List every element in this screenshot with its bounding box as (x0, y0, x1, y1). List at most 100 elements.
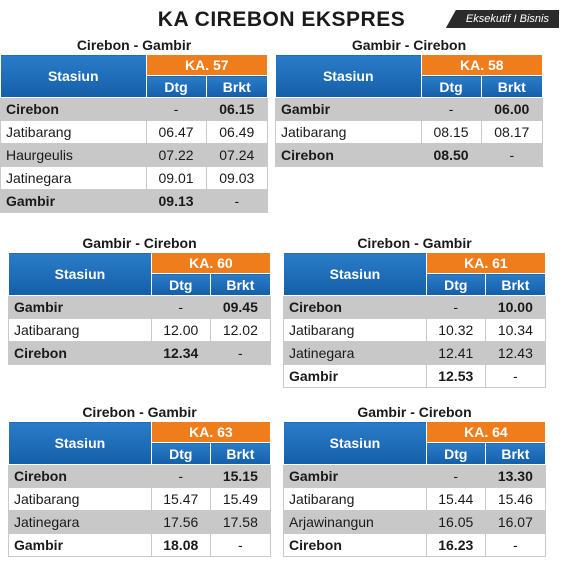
arrive-header: Dtg (420, 75, 482, 98)
schedule-table-5: Cirebon - Gambir Stasiun KA. 63 Dtg Brkt Cire… (8, 403, 272, 557)
depart-time: 15.15 (209, 464, 272, 488)
station-header: Stasiun (283, 421, 427, 465)
table-row: Jatibarang 15.44 15.46 (283, 487, 547, 511)
table-row: Gambir 18.08- (8, 533, 272, 557)
route-title: Gambir - Cirebon (82, 235, 197, 251)
depart-time: - (480, 143, 544, 167)
depart-time: 09.03 (205, 166, 269, 190)
train-number: KA. 58 (420, 54, 544, 76)
station-name: Cirebon (0, 97, 147, 121)
page-title: KA CIREBON EKSPRES (157, 8, 406, 31)
depart-time: - (209, 341, 272, 365)
arrive-time: 10.32 (425, 318, 486, 342)
arrive-time: 12.41 (425, 341, 486, 365)
route-title: Gambir - Cirebon (351, 37, 467, 53)
depart-header: Brkt (209, 442, 272, 465)
arrive-time: 09.01 (145, 166, 207, 190)
timetable: Stasiun KA. 63 Dtg Brkt Cirebon -15.15 Jatibar… (8, 421, 272, 557)
arrive-time: - (425, 464, 486, 488)
arrive-time: 08.50 (420, 143, 482, 167)
arrive-time: 16.05 (425, 510, 486, 534)
depart-time: 13.30 (484, 464, 547, 488)
depart-time: 07.24 (205, 143, 269, 167)
depart-header: Brkt (484, 442, 547, 465)
depart-time: 12.43 (484, 341, 547, 365)
station-name: Cirebon (8, 341, 152, 365)
station-name: Jatibarang (275, 120, 422, 144)
arrive-time: 16.23 (425, 533, 486, 557)
table-row: Jatibarang 12.00 12.02 (8, 318, 272, 342)
table-row: Gambir 09.13- (0, 189, 269, 213)
station-header: Stasiun (275, 54, 422, 98)
table-row: Jatibarang 08.15 08.17 (275, 120, 544, 144)
arrive-time: 09.13 (145, 189, 207, 213)
station-name: Cirebon (283, 533, 427, 557)
schedule-table-1: Cirebon - Gambir Stasiun KA. 57 Dtg Brkt Cire… (0, 36, 269, 213)
timetable: Stasiun KA. 64 Dtg Brkt Gambir -13.30 Jatibara… (283, 421, 547, 557)
table-row: Cirebon -10.00 (283, 295, 547, 319)
depart-time: - (484, 364, 547, 388)
station-name: Cirebon (8, 464, 152, 488)
station-name: Jatibarang (0, 120, 147, 144)
schedule-table-6: Gambir - Cirebon Stasiun KA. 64 Dtg Brkt Gamb… (283, 403, 547, 557)
table-row: Jatibarang 06.47 06.49 (0, 120, 269, 144)
depart-time: 10.34 (484, 318, 547, 342)
station-name: Jatinegara (8, 510, 152, 534)
station-name: Cirebon (275, 143, 422, 167)
station-name: Gambir (283, 364, 427, 388)
depart-time: 06.49 (205, 120, 269, 144)
station-name: Jatibarang (8, 318, 152, 342)
table-row: Gambir -06.00 (275, 97, 544, 121)
depart-time: 15.46 (484, 487, 547, 511)
station-header: Stasiun (0, 54, 147, 98)
table-row: Jatinegara 09.01 09.03 (0, 166, 269, 190)
depart-header: Brkt (480, 75, 544, 98)
station-name: Gambir (0, 189, 147, 213)
table-row: Gambir 12.53- (283, 364, 547, 388)
route-title: Cirebon - Gambir (357, 235, 472, 251)
arrive-time: - (425, 295, 486, 319)
station-name: Gambir (8, 533, 152, 557)
arrive-time: 12.34 (150, 341, 211, 365)
depart-header: Brkt (209, 273, 272, 296)
depart-time: 15.49 (209, 487, 272, 511)
station-name: Jatinegara (0, 166, 147, 190)
station-name: Haurgeulis (0, 143, 147, 167)
table-row: Cirebon 08.50- (275, 143, 544, 167)
arrive-header: Dtg (145, 75, 207, 98)
schedule-table-4: Cirebon - Gambir Stasiun KA. 61 Dtg Brkt Cire… (283, 234, 547, 388)
depart-time: 10.00 (484, 295, 547, 319)
arrive-time: - (420, 97, 482, 121)
table-row: Jatibarang 15.47 15.49 (8, 487, 272, 511)
table-row: Gambir -13.30 (283, 464, 547, 488)
arrive-time: 12.00 (150, 318, 211, 342)
timetable: Stasiun KA. 60 Dtg Brkt Gambir -09.45 Jatibara… (8, 252, 272, 365)
station-name: Gambir (275, 97, 422, 121)
schedule-table-2: Gambir - Cirebon Stasiun KA. 58 Dtg Brkt Gamb… (275, 36, 544, 167)
depart-time: - (484, 533, 547, 557)
table-row: Jatinegara 12.41 12.43 (283, 341, 547, 365)
route-title: Cirebon - Gambir (82, 404, 197, 420)
arrive-header: Dtg (425, 442, 486, 465)
route-title: Gambir - Cirebon (357, 404, 472, 420)
station-name: Jatibarang (283, 318, 427, 342)
depart-time: 16.07 (484, 510, 547, 534)
arrive-time: 06.47 (145, 120, 207, 144)
depart-time: 08.17 (480, 120, 544, 144)
arrive-header: Dtg (425, 273, 486, 296)
depart-time: 06.15 (205, 97, 269, 121)
table-row: Cirebon 12.34- (8, 341, 272, 365)
table-row: Cirebon -06.15 (0, 97, 269, 121)
depart-time: - (209, 533, 272, 557)
depart-time: - (205, 189, 269, 213)
arrive-time: 08.15 (420, 120, 482, 144)
timetable: Stasiun KA. 57 Dtg Brkt Cirebon -06.15 Jatibar… (0, 54, 269, 213)
station-name: Gambir (283, 464, 427, 488)
table-row: Haurgeulis 07.22 07.24 (0, 143, 269, 167)
arrive-time: 12.53 (425, 364, 486, 388)
depart-header: Brkt (205, 75, 269, 98)
station-name: Jatinegara (283, 341, 427, 365)
table-row: Jatinegara 17.56 17.58 (8, 510, 272, 534)
train-number: KA. 57 (145, 54, 269, 76)
train-number: KA. 64 (425, 421, 547, 443)
